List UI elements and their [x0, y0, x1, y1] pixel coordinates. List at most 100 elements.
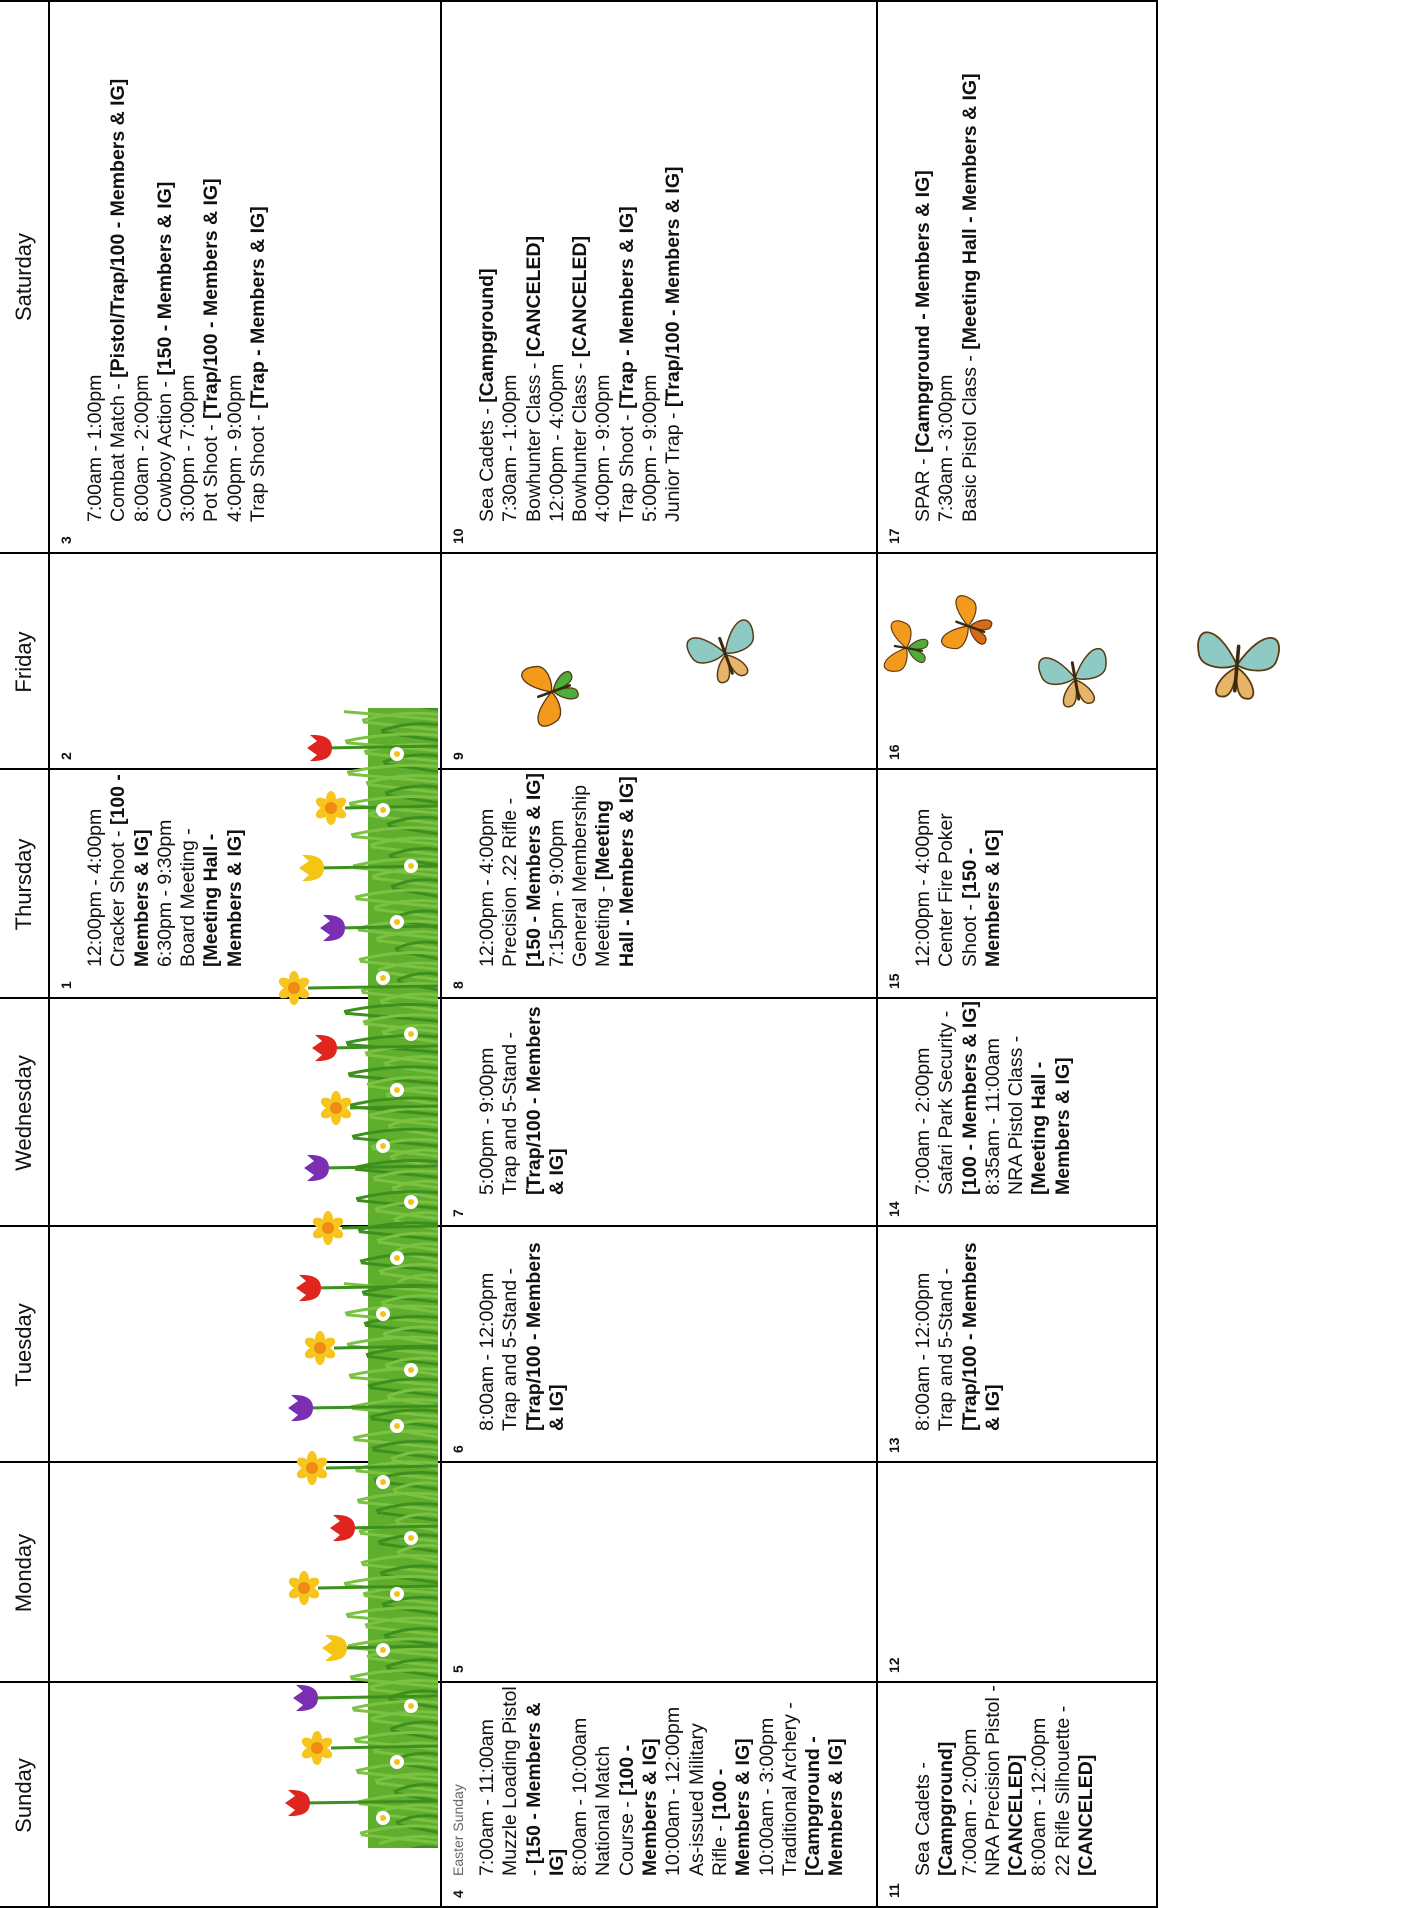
- event-time: 8:00am - 12:00pm: [1028, 1717, 1051, 1876]
- event-list: 12:00pm - 4:00pm Precision .22 Rifle - [1…: [476, 772, 639, 967]
- event-name: Traditional Archery: [778, 1714, 801, 1876]
- event-list: 7:00am - 11:00am Muzzle Loading Pistol - …: [476, 1685, 849, 1876]
- event-time: 5:00pm - 9:00pm: [476, 1047, 498, 1195]
- calendar-event[interactable]: 7:00am - 2:00pm NRA Precision Pistol - [C…: [958, 1685, 1028, 1876]
- calendar-event[interactable]: 7:30am - 3:00pm Basic Pistol Class - [Mee…: [935, 73, 981, 522]
- row-divider: [876, 0, 878, 1908]
- day-cell-7: 7 5:00pm - 9:00pm Trap and 5-Stand - [Trap…: [440, 999, 876, 1227]
- event-list: SPAR - [Campground - Members & IG] 7:30am…: [912, 2, 982, 522]
- event-time: 12:00pm - 4:00pm: [545, 363, 568, 522]
- calendar: Sunday Monday Tuesday Wednesday Thursday Frid…: [0, 0, 1280, 1908]
- calendar-event[interactable]: 7:00am - 11:00am Muzzle Loading Pistol - …: [476, 1686, 568, 1876]
- calendar-event[interactable]: 8:00am - 2:00pm Cowboy Action - [150 - Me…: [130, 181, 176, 522]
- event-name: Trap and 5-Stand: [935, 1279, 958, 1431]
- calendar-event[interactable]: 8:00am - 10:00am National Match Course - …: [569, 1717, 662, 1876]
- event-name: Junior Trap: [662, 424, 685, 522]
- column-divider: [0, 1225, 1158, 1227]
- day-number: 9: [450, 752, 466, 760]
- event-name: Trap and 5-Stand: [499, 1043, 522, 1195]
- event-time: 7:30am - 3:00pm: [935, 374, 958, 522]
- day-number: 15: [886, 973, 902, 989]
- row-divider: [1156, 0, 1158, 1908]
- calendar-event[interactable]: 12:00pm - 4:00pm Cracker Shoot - [100 - M…: [84, 774, 153, 967]
- day-number: 7: [450, 1209, 466, 1217]
- calendar-event[interactable]: 8:00am - 12:00pm 22 Rifle Silhouette - [C…: [1028, 1705, 1098, 1876]
- event-location: [Campground]: [935, 1741, 958, 1876]
- event-time: 4:00pm - 9:00pm: [223, 374, 246, 522]
- calendar-event[interactable]: 8:00am - 12:00pm Trap and 5-Stand - [Trap…: [476, 1242, 568, 1431]
- column-divider: [0, 0, 1158, 2]
- calendar-grid: Sunday Monday Tuesday Wednesday Thursday Frid…: [0, 0, 1280, 1908]
- calendar-event[interactable]: 8:00am - 12:00pm Trap and 5-Stand - [Trap…: [912, 1242, 1004, 1431]
- event-name: Trap Shoot: [247, 426, 270, 522]
- day-header-saturday: Saturday: [11, 232, 36, 322]
- calendar-event[interactable]: 12:00pm - 4:00pm Bowhunter Class - [CANCE…: [545, 235, 592, 522]
- calendar-event[interactable]: Sea Cadets - [Campground]: [912, 1741, 958, 1876]
- day-header-monday: Monday: [11, 1533, 36, 1613]
- calendar-event[interactable]: SPAR - [Campground - Members & IG]: [912, 170, 934, 522]
- column-divider: [0, 552, 1158, 554]
- event-location: [Campground - Members & IG]: [802, 1736, 848, 1876]
- event-location: [150 - Members & IG]: [522, 1702, 568, 1876]
- event-name: Combat Match: [107, 395, 130, 522]
- event-time: 8:00am - 12:00pm: [912, 1272, 934, 1431]
- calendar-event[interactable]: 6:30pm - 9:30pm Board Meeting - [Meeting …: [153, 819, 246, 967]
- day-number: 11: [886, 1883, 902, 1898]
- event-time: 7:15pm - 9:00pm: [545, 819, 568, 967]
- calendar-event[interactable]: 4:00pm - 9:00pm Trap Shoot - [Trap - Memb…: [592, 206, 638, 522]
- day-number: 10: [450, 528, 466, 544]
- calendar-event[interactable]: 10:00am - 3:00pm Traditional Archery - [C…: [755, 1702, 848, 1876]
- event-time: 3:00pm - 7:00pm: [177, 374, 200, 522]
- day-number: 5: [450, 1665, 466, 1673]
- column-divider: [0, 997, 1158, 999]
- flower-banner-illustration: [278, 708, 438, 1848]
- event-time: 12:00pm - 4:00pm: [912, 808, 934, 967]
- event-name: Trap Shoot: [615, 426, 638, 522]
- event-name: Bowhunter Class: [522, 374, 545, 522]
- calendar-event[interactable]: 7:15pm - 9:00pm General Membership Meetin…: [545, 776, 638, 967]
- calendar-event[interactable]: Sea Cadets - [Campground]: [476, 268, 498, 522]
- event-name: NRA Precision Pistol: [981, 1697, 1004, 1876]
- event-location: [CANCELED]: [1075, 1754, 1098, 1876]
- day-cell-17: 17 SPAR - [Campground - Members & IG] 7:30…: [876, 0, 1158, 554]
- event-location: [100 - Members & IG]: [958, 1001, 981, 1195]
- day-cell-4: 4 Easter Sunday 7:00am - 11:00am Muzzle Loa…: [440, 1683, 876, 1908]
- butterfly-icon: [521, 665, 579, 727]
- day-number: 3: [58, 536, 74, 544]
- event-list: Sea Cadets - [Campground] 7:00am - 2:00pm…: [912, 1685, 1098, 1876]
- event-time: 8:00am - 2:00pm: [130, 374, 153, 522]
- event-time: 6:30pm - 9:30pm: [153, 819, 176, 967]
- calendar-event[interactable]: 5:00pm - 9:00pm Junior Trap - [Trap/100 -…: [639, 166, 685, 522]
- event-location: [Trap/100 - Members & IG]: [522, 1242, 568, 1431]
- holiday-note: Easter Sunday: [450, 1784, 466, 1876]
- calendar-event[interactable]: 7:00am - 1:00pm Combat Match - [Pistol/Tr…: [84, 78, 130, 522]
- calendar-event[interactable]: 12:00pm - 4:00pm Precision .22 Rifle - [1…: [476, 773, 545, 967]
- calendar-event[interactable]: 12:00pm - 4:00pm Center Fire Poker Shoot …: [912, 808, 1004, 967]
- calendar-event[interactable]: 8:35am - 11:00am NRA Pistol Class - [Meet…: [981, 1035, 1074, 1195]
- event-location: [Trap - Members & IG]: [247, 206, 270, 409]
- event-name: Basic Pistol Class: [958, 367, 981, 522]
- day-cell-12: 12: [876, 1463, 1158, 1683]
- event-time: 4:00pm - 9:00pm: [592, 374, 615, 522]
- event-location: [Meeting Hall - Members & IG]: [958, 73, 981, 350]
- day-number: 16: [886, 744, 902, 760]
- calendar-event[interactable]: 7:30am - 1:00pm Bowhunter Class - [CANCEL…: [499, 235, 545, 522]
- day-number: 2: [58, 752, 74, 760]
- event-location: [Trap - Members & IG]: [615, 206, 638, 409]
- butterfly-icon: [686, 619, 755, 684]
- calendar-event[interactable]: 3:00pm - 7:00pm Pot Shoot - [Trap/100 - M…: [177, 178, 223, 522]
- day-cell-5: 5: [440, 1463, 876, 1683]
- event-time: 7:00am - 11:00am: [476, 1719, 498, 1876]
- calendar-event[interactable]: 7:00am - 2:00pm Safari Park Security - [1…: [912, 1001, 981, 1195]
- event-list: 5:00pm - 9:00pm Trap and 5-Stand - [Trap/…: [476, 1001, 569, 1195]
- butterfly-icon: [1197, 631, 1280, 700]
- calendar-event[interactable]: 10:00am - 12:00pm As-issued Military Rifl…: [662, 1706, 755, 1876]
- event-location: [Campground]: [476, 268, 498, 403]
- event-name: Sea Cadets: [912, 1774, 934, 1876]
- event-location: [Meeting Hall - Members & IG]: [1028, 1057, 1074, 1195]
- event-list: 7:00am - 2:00pm Safari Park Security - [1…: [912, 1001, 1075, 1195]
- calendar-event[interactable]: 4:00pm - 9:00pm Trap Shoot - [Trap - Memb…: [223, 206, 270, 522]
- calendar-event[interactable]: 5:00pm - 9:00pm Trap and 5-Stand - [Trap/…: [476, 1006, 568, 1195]
- event-time: 10:00am - 12:00pm: [662, 1706, 685, 1876]
- butterfly-icon: [941, 595, 993, 650]
